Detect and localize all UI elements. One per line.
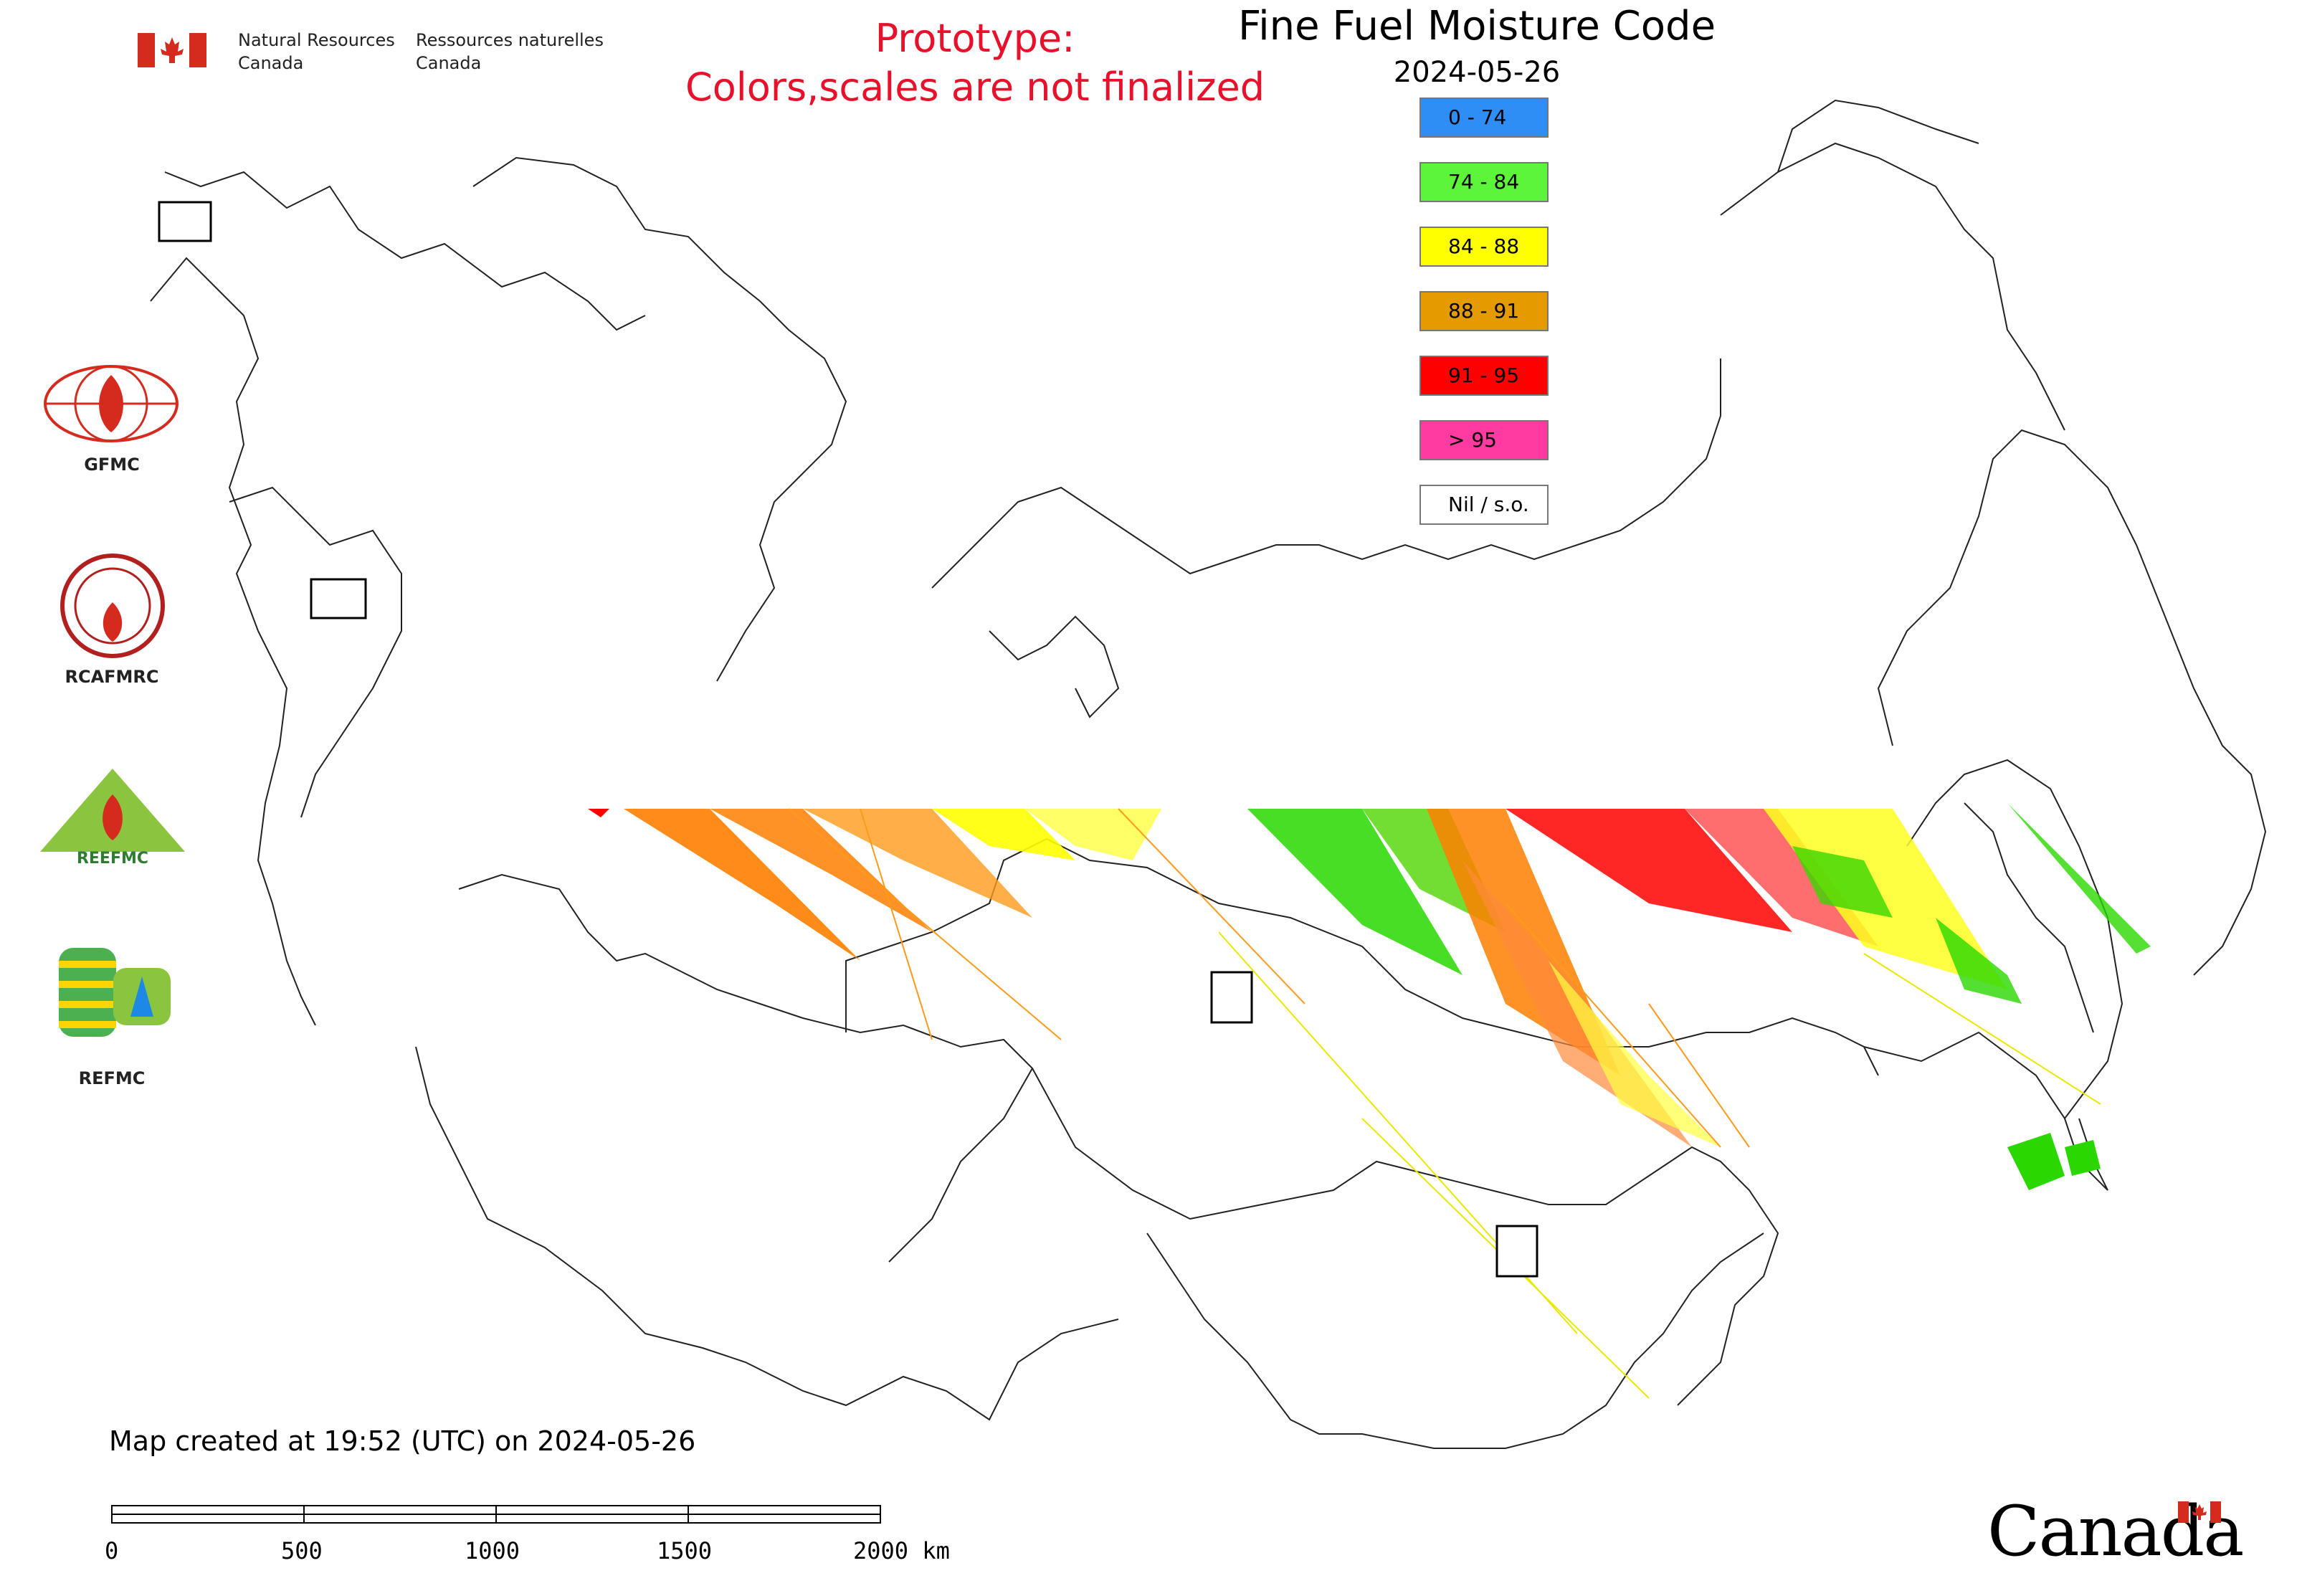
legend-item: 74 - 84 xyxy=(1419,162,1549,202)
svg-text:REEFMC: REEFMC xyxy=(77,850,148,866)
legend-item: 0 - 74 xyxy=(1419,98,1549,138)
agency-name-fr: Ressources naturelles Canada xyxy=(416,30,604,73)
agency-name-en: Natural Resources Canada xyxy=(238,30,395,73)
legend: 0 - 74 74 - 84 84 - 88 88 - 91 91 - 95 >… xyxy=(1419,98,1549,549)
legend-item: 84 - 88 xyxy=(1419,227,1549,267)
rcafmrc-logo xyxy=(59,552,166,662)
scale-tick-label: 1500 xyxy=(657,1537,713,1564)
gfmc-label: GFMC xyxy=(84,455,140,475)
scale-tick-label: 0 xyxy=(105,1537,119,1564)
prototype-notice: Prototype: Colors,scales are not finaliz… xyxy=(685,16,1265,110)
rcafmrc-label: RCAFMRC xyxy=(65,667,159,687)
scale-bar xyxy=(111,1505,881,1524)
map-logo-markers xyxy=(158,201,1538,1278)
map-title: Fine Fuel Moisture Code xyxy=(1237,3,1716,49)
legend-item: 88 - 91 xyxy=(1419,291,1549,331)
gfmc-logo xyxy=(43,364,179,446)
reefmc-logo: REEFMC xyxy=(37,766,188,869)
map-created-timestamp: Map created at 19:52 (UTC) on 2024-05-26 xyxy=(109,1425,696,1457)
country-borders xyxy=(150,99,2267,1449)
map-date: 2024-05-26 xyxy=(1393,56,1561,89)
canada-wordmark: Canada xyxy=(1987,1491,2244,1572)
scale-tick-label: 1000 xyxy=(465,1537,520,1564)
canada-flag-icon xyxy=(138,33,206,67)
legend-item: > 95 xyxy=(1419,420,1549,460)
ffmc-streak-lines xyxy=(788,808,1750,1148)
canada-wordmark-flag-icon xyxy=(2178,1501,2221,1526)
refmc-logo xyxy=(59,948,171,1040)
scale-tick-label: 500 xyxy=(281,1537,323,1564)
ffmc-data-overlay xyxy=(588,803,2151,1190)
legend-item: 91 - 95 xyxy=(1419,356,1549,396)
scale-tick-label: 2000 km xyxy=(853,1537,950,1564)
refmc-label: REFMC xyxy=(78,1068,146,1088)
legend-item: Nil / s.o. xyxy=(1419,485,1549,525)
ffmc-streak-lines-yellow xyxy=(1218,931,2101,1399)
